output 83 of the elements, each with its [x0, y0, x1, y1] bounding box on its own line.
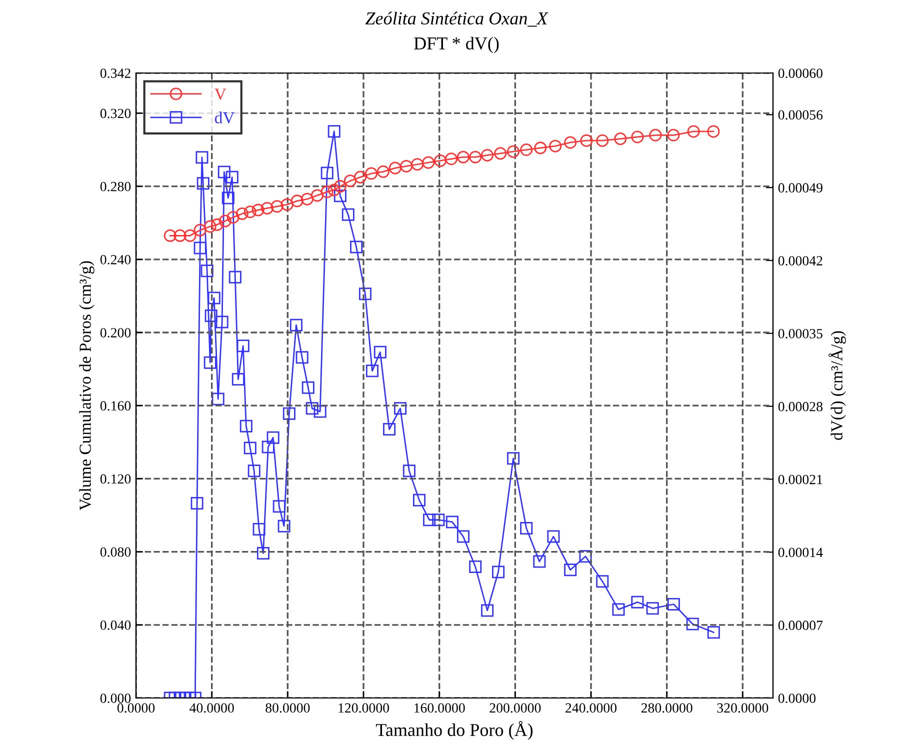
point [469, 150, 482, 164]
y2-tick-label: 0.0000 [778, 694, 816, 704]
point [649, 128, 662, 142]
point [320, 186, 334, 198]
x-tick-label: 320.0000 [717, 703, 768, 713]
chart-title: Zeólita Sintética Oxan_X [365, 12, 548, 27]
point [252, 204, 264, 216]
x-tick-label: 40.0000 [190, 703, 234, 713]
y-tick-label: 0.240 [100, 254, 131, 264]
y-tick-label: 0.342 [100, 68, 130, 78]
x-tick-label: 80.0000 [266, 703, 310, 713]
y2-tick-label: 0.00056 [778, 110, 823, 120]
point [687, 125, 700, 138]
point [218, 214, 232, 228]
point [456, 150, 470, 164]
x-tick-label: 240.0000 [566, 703, 617, 713]
point [184, 229, 196, 242]
point [164, 229, 176, 242]
point [270, 200, 284, 213]
point [334, 180, 346, 193]
point [204, 220, 216, 233]
y-tick-label: 0.000 [100, 694, 131, 704]
y2-tick-label: 0.00049 [778, 183, 822, 193]
y-tick-label: 0.120 [100, 474, 131, 484]
y2-tick-label: 0.00014 [778, 548, 823, 558]
y-axis-title: Volume Cumulativo de Poros (cm³/g) [79, 261, 94, 510]
y-tick-label: 0.200 [100, 328, 131, 338]
point [614, 132, 627, 146]
legend-label: dV [214, 112, 235, 124]
point [580, 134, 593, 147]
y2-tick-label: 0.00021 [778, 474, 822, 484]
y-tick-label: 0.280 [100, 182, 131, 192]
point [310, 189, 324, 202]
point [549, 140, 562, 152]
point [520, 144, 533, 156]
point [400, 160, 413, 172]
point [494, 147, 507, 160]
y2-tick-label: 0.00042 [778, 256, 822, 266]
y2-tick-label: 0.00028 [778, 402, 822, 412]
x-tick-label: 200.0000 [490, 703, 541, 713]
point [226, 211, 240, 224]
x-axis-title: Tamanho do Poro (Å) [376, 721, 533, 740]
y2-tick-label: 0.00007 [778, 620, 823, 630]
point [174, 229, 186, 242]
point [481, 148, 494, 162]
point [411, 158, 424, 171]
point [344, 174, 356, 188]
y-tick-label: 0.320 [100, 108, 131, 118]
point [260, 202, 274, 214]
point [445, 152, 458, 166]
point [328, 184, 340, 196]
y2-tick-label: 0.00060 [778, 68, 822, 78]
point [596, 134, 609, 147]
x-tick-label: 280.0000 [641, 703, 692, 713]
point [354, 170, 367, 184]
point [422, 156, 435, 169]
point [507, 145, 520, 158]
x-tick-label: 160.0000 [414, 703, 465, 713]
point [236, 207, 248, 220]
y2-tick-label: 0.00035 [778, 329, 822, 338]
y-tick-label: 0.160 [100, 401, 131, 411]
point [667, 128, 680, 142]
point [194, 224, 206, 236]
point [210, 218, 224, 231]
chart-subtitle: DFT * dV() [414, 36, 499, 54]
point [434, 154, 447, 167]
point [244, 206, 256, 218]
y-tick-label: 0.040 [100, 620, 131, 630]
point [376, 165, 390, 178]
point [564, 136, 577, 149]
point [280, 198, 294, 211]
point [290, 194, 304, 208]
point [300, 192, 314, 206]
x-tick-label: 0.0000 [117, 703, 155, 713]
point [631, 130, 644, 144]
point [388, 162, 402, 174]
x-tick-label: 120.0000 [338, 703, 390, 713]
y2-axis-title: dV(d) (cm³/Å/g) [828, 331, 846, 440]
point [707, 125, 720, 138]
legend-label: V [214, 88, 226, 100]
y-tick-label: 0.080 [100, 547, 131, 557]
point [534, 142, 547, 154]
point [365, 167, 378, 180]
